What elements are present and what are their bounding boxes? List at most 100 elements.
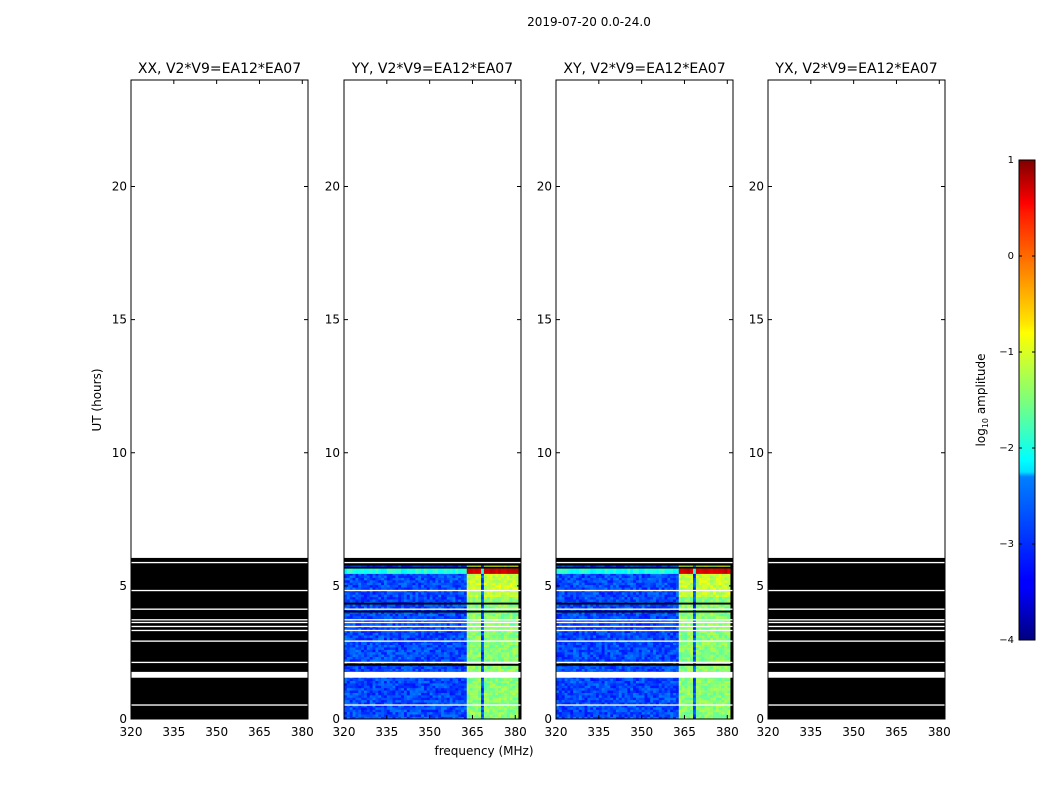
figure-suptitle: 2019-07-20 0.0-24.0 (527, 15, 651, 29)
spectrogram-cell (358, 680, 362, 684)
spectrogram-cell (461, 644, 465, 648)
y-tick-label: 10 (112, 446, 127, 460)
spectrogram-cell (635, 714, 640, 717)
spectrogram-cell (515, 635, 519, 638)
spectrogram-cell (366, 644, 370, 648)
spectrogram-cell (463, 580, 468, 583)
spectrogram-cell (366, 606, 370, 610)
spectrogram-cell (498, 582, 502, 586)
spectrogram-cell (724, 692, 728, 696)
spectrogram-cell (607, 683, 611, 686)
spectrogram-cell (475, 711, 479, 715)
spectrogram-cell (406, 709, 410, 713)
spectrogram-cell (426, 627, 430, 631)
spectrogram-cell (381, 637, 385, 641)
spectrogram-cell (461, 695, 465, 698)
spectrogram-cell (344, 611, 348, 614)
spectrogram-cell (395, 623, 399, 626)
spectrogram-cell (492, 644, 496, 648)
spectrogram-cell (658, 711, 662, 715)
spectrogram-cell (558, 695, 563, 698)
spectrogram-cell (630, 685, 634, 689)
spectrogram-cell (386, 615, 390, 619)
spectrogram-cell (372, 704, 376, 708)
spectrogram-cell (344, 680, 348, 684)
spectrogram-cell (446, 635, 450, 638)
spectrogram-cell (604, 707, 608, 710)
spectrogram-cell (455, 606, 459, 610)
spectrogram-cell (449, 606, 453, 610)
spectrogram-cell (458, 711, 462, 715)
spectrogram-cell (495, 591, 499, 595)
spectrogram-cell (423, 644, 428, 648)
spectrogram-cell (489, 627, 493, 631)
spectrogram-cell (421, 630, 425, 634)
spectrogram-cell (443, 572, 448, 576)
spectrogram-cell (570, 680, 574, 684)
spectrogram-cell (667, 716, 671, 720)
spectrogram-cell (363, 649, 368, 653)
spectrogram-cell (452, 587, 456, 590)
spectrogram-cell (381, 611, 385, 614)
spectrogram-cell (369, 678, 373, 681)
spectrogram-cell (409, 572, 413, 576)
spectrogram-cell (366, 632, 370, 636)
spectrogram-cell (455, 680, 459, 684)
spectrogram-cell (601, 714, 605, 717)
spectrogram-cell (466, 704, 470, 708)
spectrogram-cell (483, 575, 488, 578)
spectrogram-cell (395, 582, 399, 586)
spectrogram-cell (607, 707, 611, 710)
spectrogram-cell (593, 685, 597, 689)
spectrogram-cell (481, 692, 485, 696)
spectrogram-cell (415, 568, 419, 574)
spectrogram-cell (495, 649, 499, 653)
spectrogram-cell (406, 680, 410, 684)
spectrogram-cell (423, 702, 428, 705)
spectrogram-cell (461, 577, 465, 581)
spectrogram-cell (383, 603, 388, 607)
spectrogram-cell (406, 668, 410, 672)
spectrogram-cell (355, 582, 359, 586)
spectrogram-cell (423, 656, 428, 660)
spectrogram-cell (443, 683, 448, 686)
spectrogram-cell (690, 716, 694, 720)
spectrogram-cell (570, 683, 574, 686)
spectrogram-cell (441, 584, 445, 588)
spectrogram-cell (403, 580, 408, 583)
spectrogram-cell (515, 615, 519, 619)
spectrogram-cell (509, 582, 513, 586)
spectrogram-cell (441, 651, 445, 655)
spectrogram-cell (601, 707, 605, 710)
spectrogram-cell (438, 680, 442, 684)
spectrogram-cell (361, 596, 365, 600)
spectrogram-cell (389, 568, 393, 574)
spectrogram-cell (412, 678, 416, 681)
spectrogram-cell (344, 690, 348, 693)
spectrogram-cell (352, 709, 356, 713)
spectrogram-cell (386, 649, 390, 653)
spectrogram-cell (412, 594, 416, 598)
spectrogram-cell (406, 603, 410, 607)
spectrogram-cell (441, 615, 445, 619)
spectrogram-cell (426, 594, 430, 598)
spectrogram-cell (406, 642, 410, 646)
spectrogram-cell (575, 687, 580, 691)
spectrogram-cell (463, 599, 468, 602)
spectrogram-cell (355, 647, 359, 650)
spectrogram-cell (587, 709, 591, 713)
spectrogram-cell (392, 644, 396, 648)
spectrogram-cell (495, 627, 499, 631)
spectrogram-cell (624, 711, 628, 715)
spectrogram-cell (489, 656, 493, 660)
spectrogram-cell (346, 642, 351, 646)
spectrogram-cell (423, 699, 428, 703)
spectrogram-cell (718, 687, 722, 691)
spectrogram-cell (469, 647, 473, 650)
spectrogram-cell (704, 683, 708, 686)
spectrogram-cell (418, 594, 422, 598)
spectrogram-cell (395, 603, 399, 607)
spectrogram-cell (344, 649, 348, 653)
spectrogram-cell (421, 714, 425, 717)
spectrogram-cell (458, 687, 462, 691)
